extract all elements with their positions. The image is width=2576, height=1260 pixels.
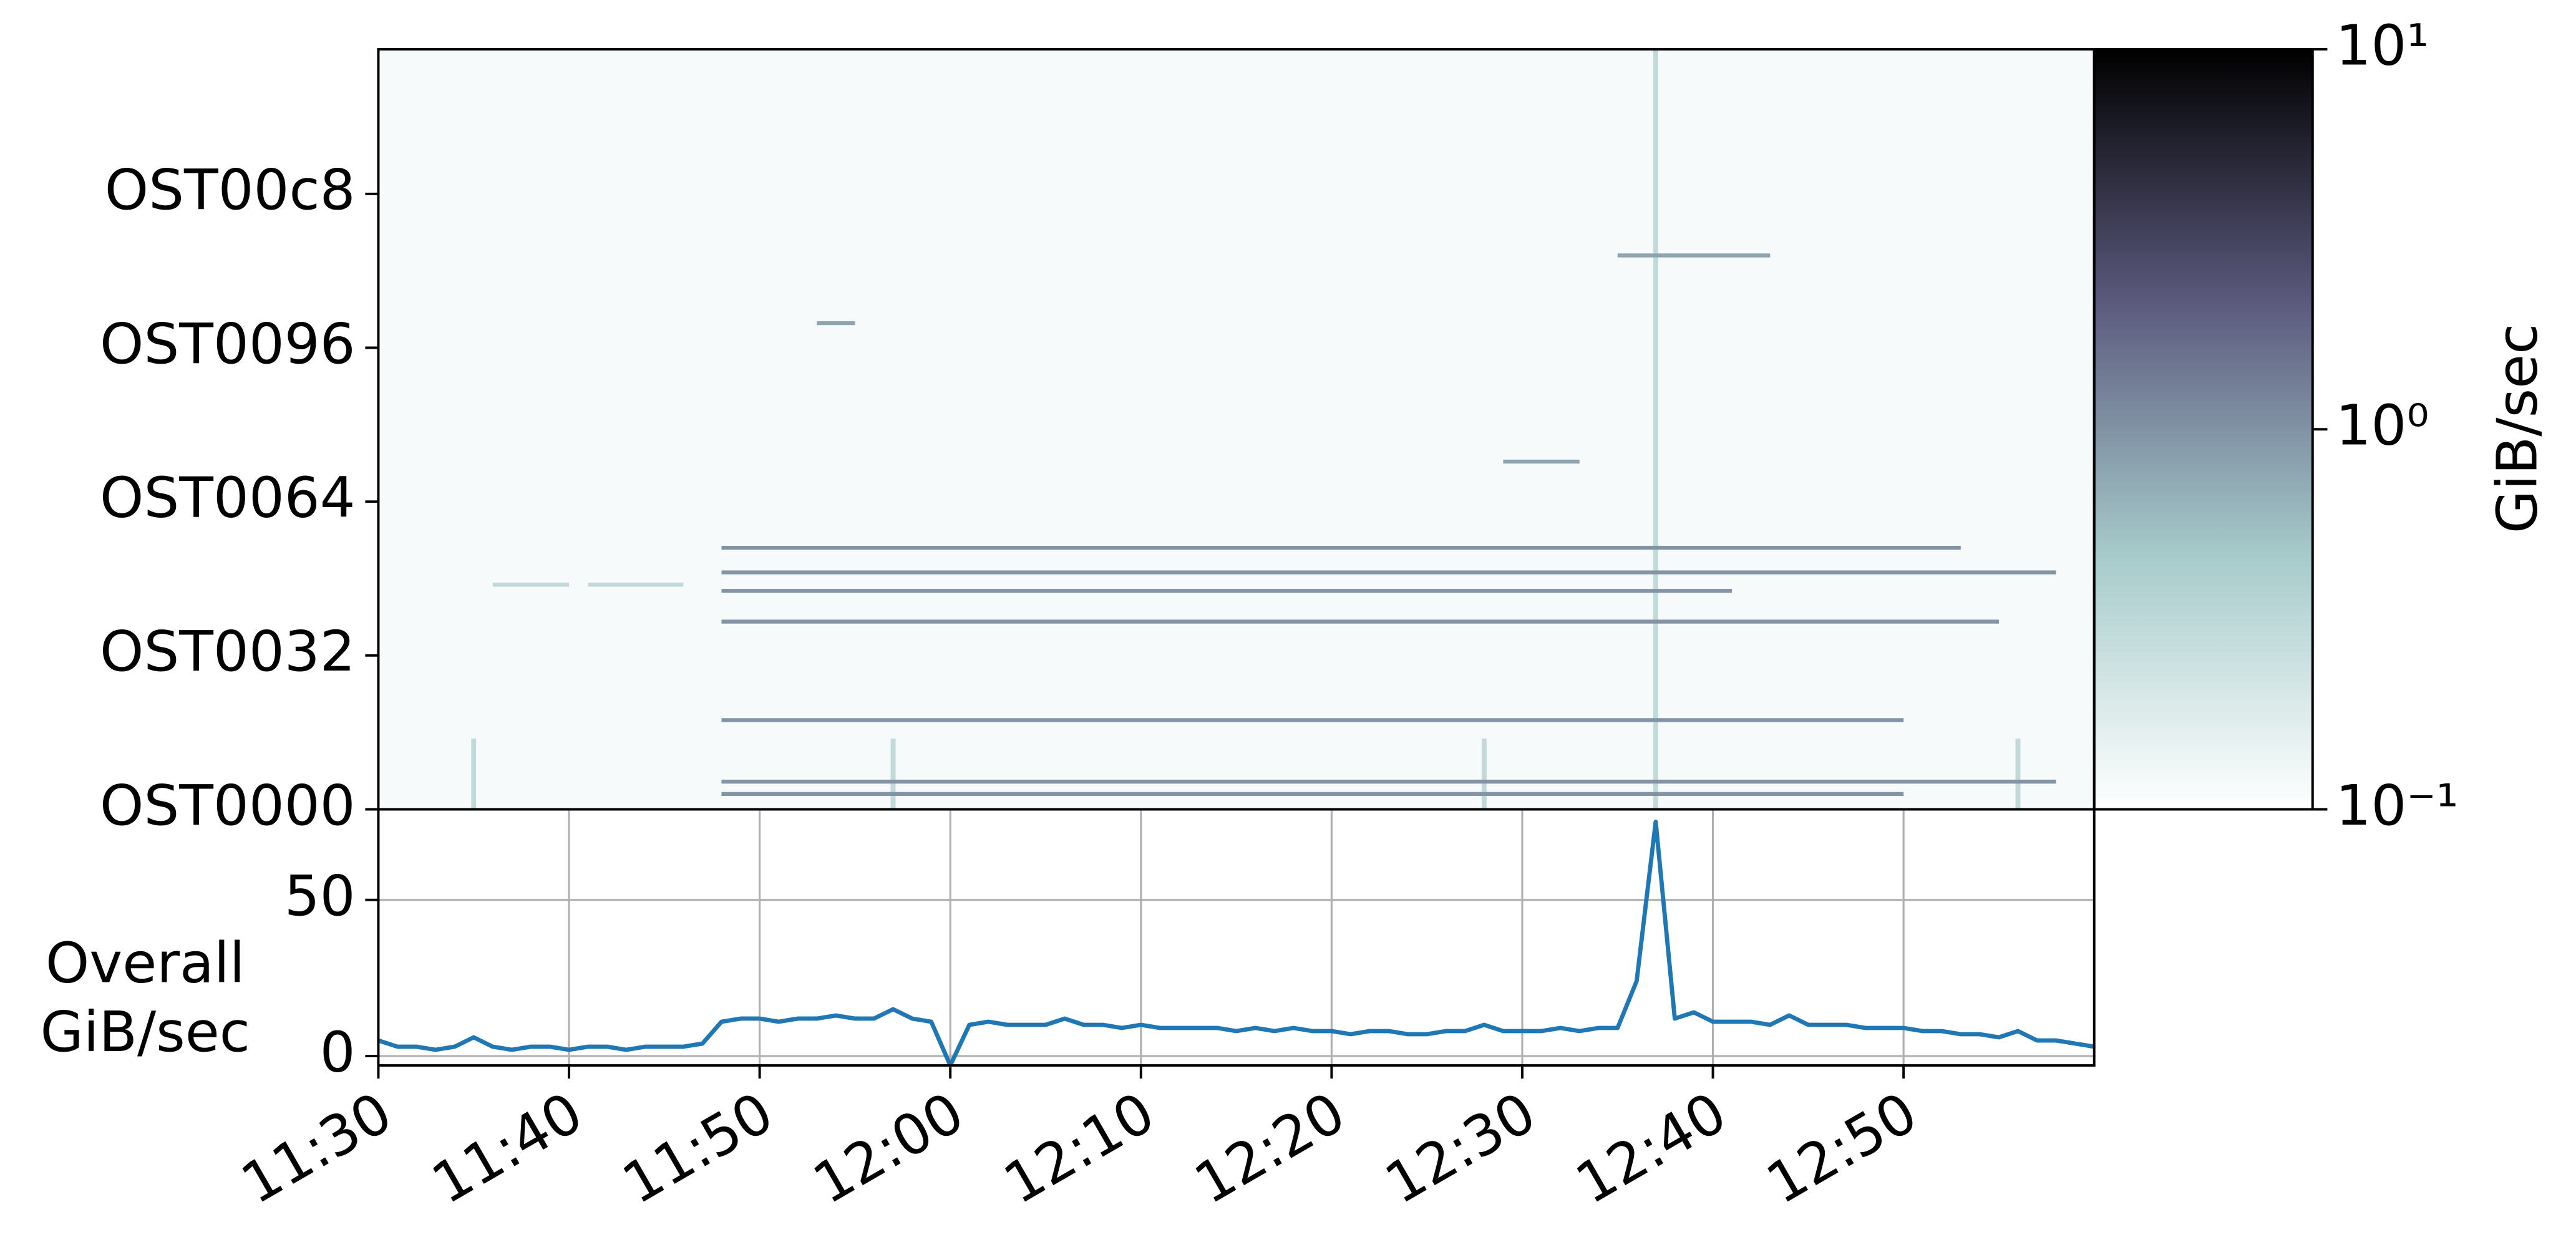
- x-tick-label: 11:50: [612, 1080, 784, 1217]
- heatmap-streak: [492, 583, 570, 587]
- heatmap-streak: [721, 546, 1961, 550]
- x-tick-label: 12:30: [1375, 1080, 1547, 1217]
- x-tick-label: 12:10: [993, 1080, 1165, 1217]
- y-axis-label: Overall: [46, 931, 245, 996]
- colorbar: [2094, 49, 2313, 810]
- heatmap-streak: [1617, 253, 1771, 258]
- x-tick-label: 12:20: [1184, 1080, 1356, 1217]
- heatmap-column: [471, 739, 477, 810]
- y-tick-label: OST00c8: [105, 158, 356, 223]
- y-tick-label: OST0032: [100, 619, 356, 684]
- heatmap-column: [1653, 49, 1658, 810]
- heatmap-streak: [721, 619, 1999, 624]
- y-tick-label: OST0064: [100, 466, 356, 531]
- y-tick-label: OST0096: [100, 312, 356, 377]
- heatmap-column: [1481, 739, 1487, 810]
- heatmap-background: [378, 49, 2094, 810]
- heatmap-column: [890, 739, 896, 810]
- y-tick-label: 50: [284, 864, 356, 929]
- x-tick-label: 11:30: [231, 1080, 402, 1217]
- heatmap-column: [2015, 739, 2021, 810]
- heatmap-streak: [721, 779, 2056, 784]
- colorbar-tick-label: 10⁻¹: [2336, 773, 2459, 838]
- x-tick-label: 11:40: [422, 1080, 593, 1217]
- colorbar-label: GiB/sec: [2485, 324, 2550, 534]
- colorbar-frame: [2092, 47, 2314, 811]
- y-tick-label: 0: [320, 1020, 356, 1085]
- colorbar-tick-label: 10¹: [2336, 13, 2429, 78]
- y-tick-label: OST0000: [100, 773, 356, 838]
- x-tick-label: 12:00: [803, 1080, 975, 1217]
- colorbar-tick-label: 10⁰: [2336, 394, 2429, 458]
- heatmap-streak: [721, 718, 1904, 722]
- line-series: [377, 820, 2095, 1068]
- y-axis-label: GiB/sec: [40, 1000, 250, 1065]
- heatmap-streak: [817, 321, 855, 326]
- heatmap-streak: [1503, 459, 1580, 464]
- heatmap-streak: [588, 583, 684, 587]
- heatmap-streak: [721, 792, 1904, 796]
- x-tick-label: 12:50: [1756, 1080, 1928, 1217]
- heatmap-streak: [721, 570, 2056, 574]
- line-frame: [377, 808, 2096, 1067]
- x-tick-label: 12:40: [1565, 1080, 1737, 1217]
- heatmap-streak: [721, 589, 1733, 593]
